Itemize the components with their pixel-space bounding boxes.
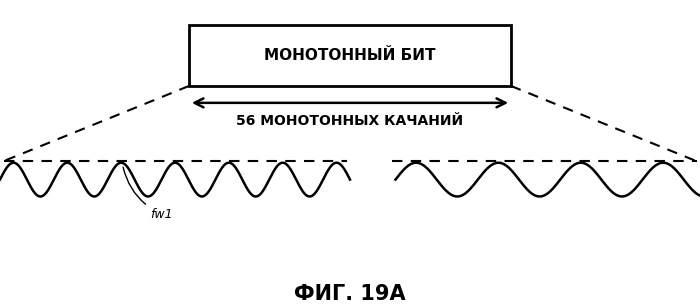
- Text: fw1: fw1: [123, 167, 173, 221]
- Text: ФИГ. 19А: ФИГ. 19А: [294, 284, 406, 304]
- Text: 56 МОНОТОННЫХ КАЧАНИЙ: 56 МОНОТОННЫХ КАЧАНИЙ: [237, 114, 463, 128]
- Bar: [189, 25, 511, 86]
- Text: МОНОТОННЫЙ БИТ: МОНОТОННЫЙ БИТ: [265, 48, 435, 63]
